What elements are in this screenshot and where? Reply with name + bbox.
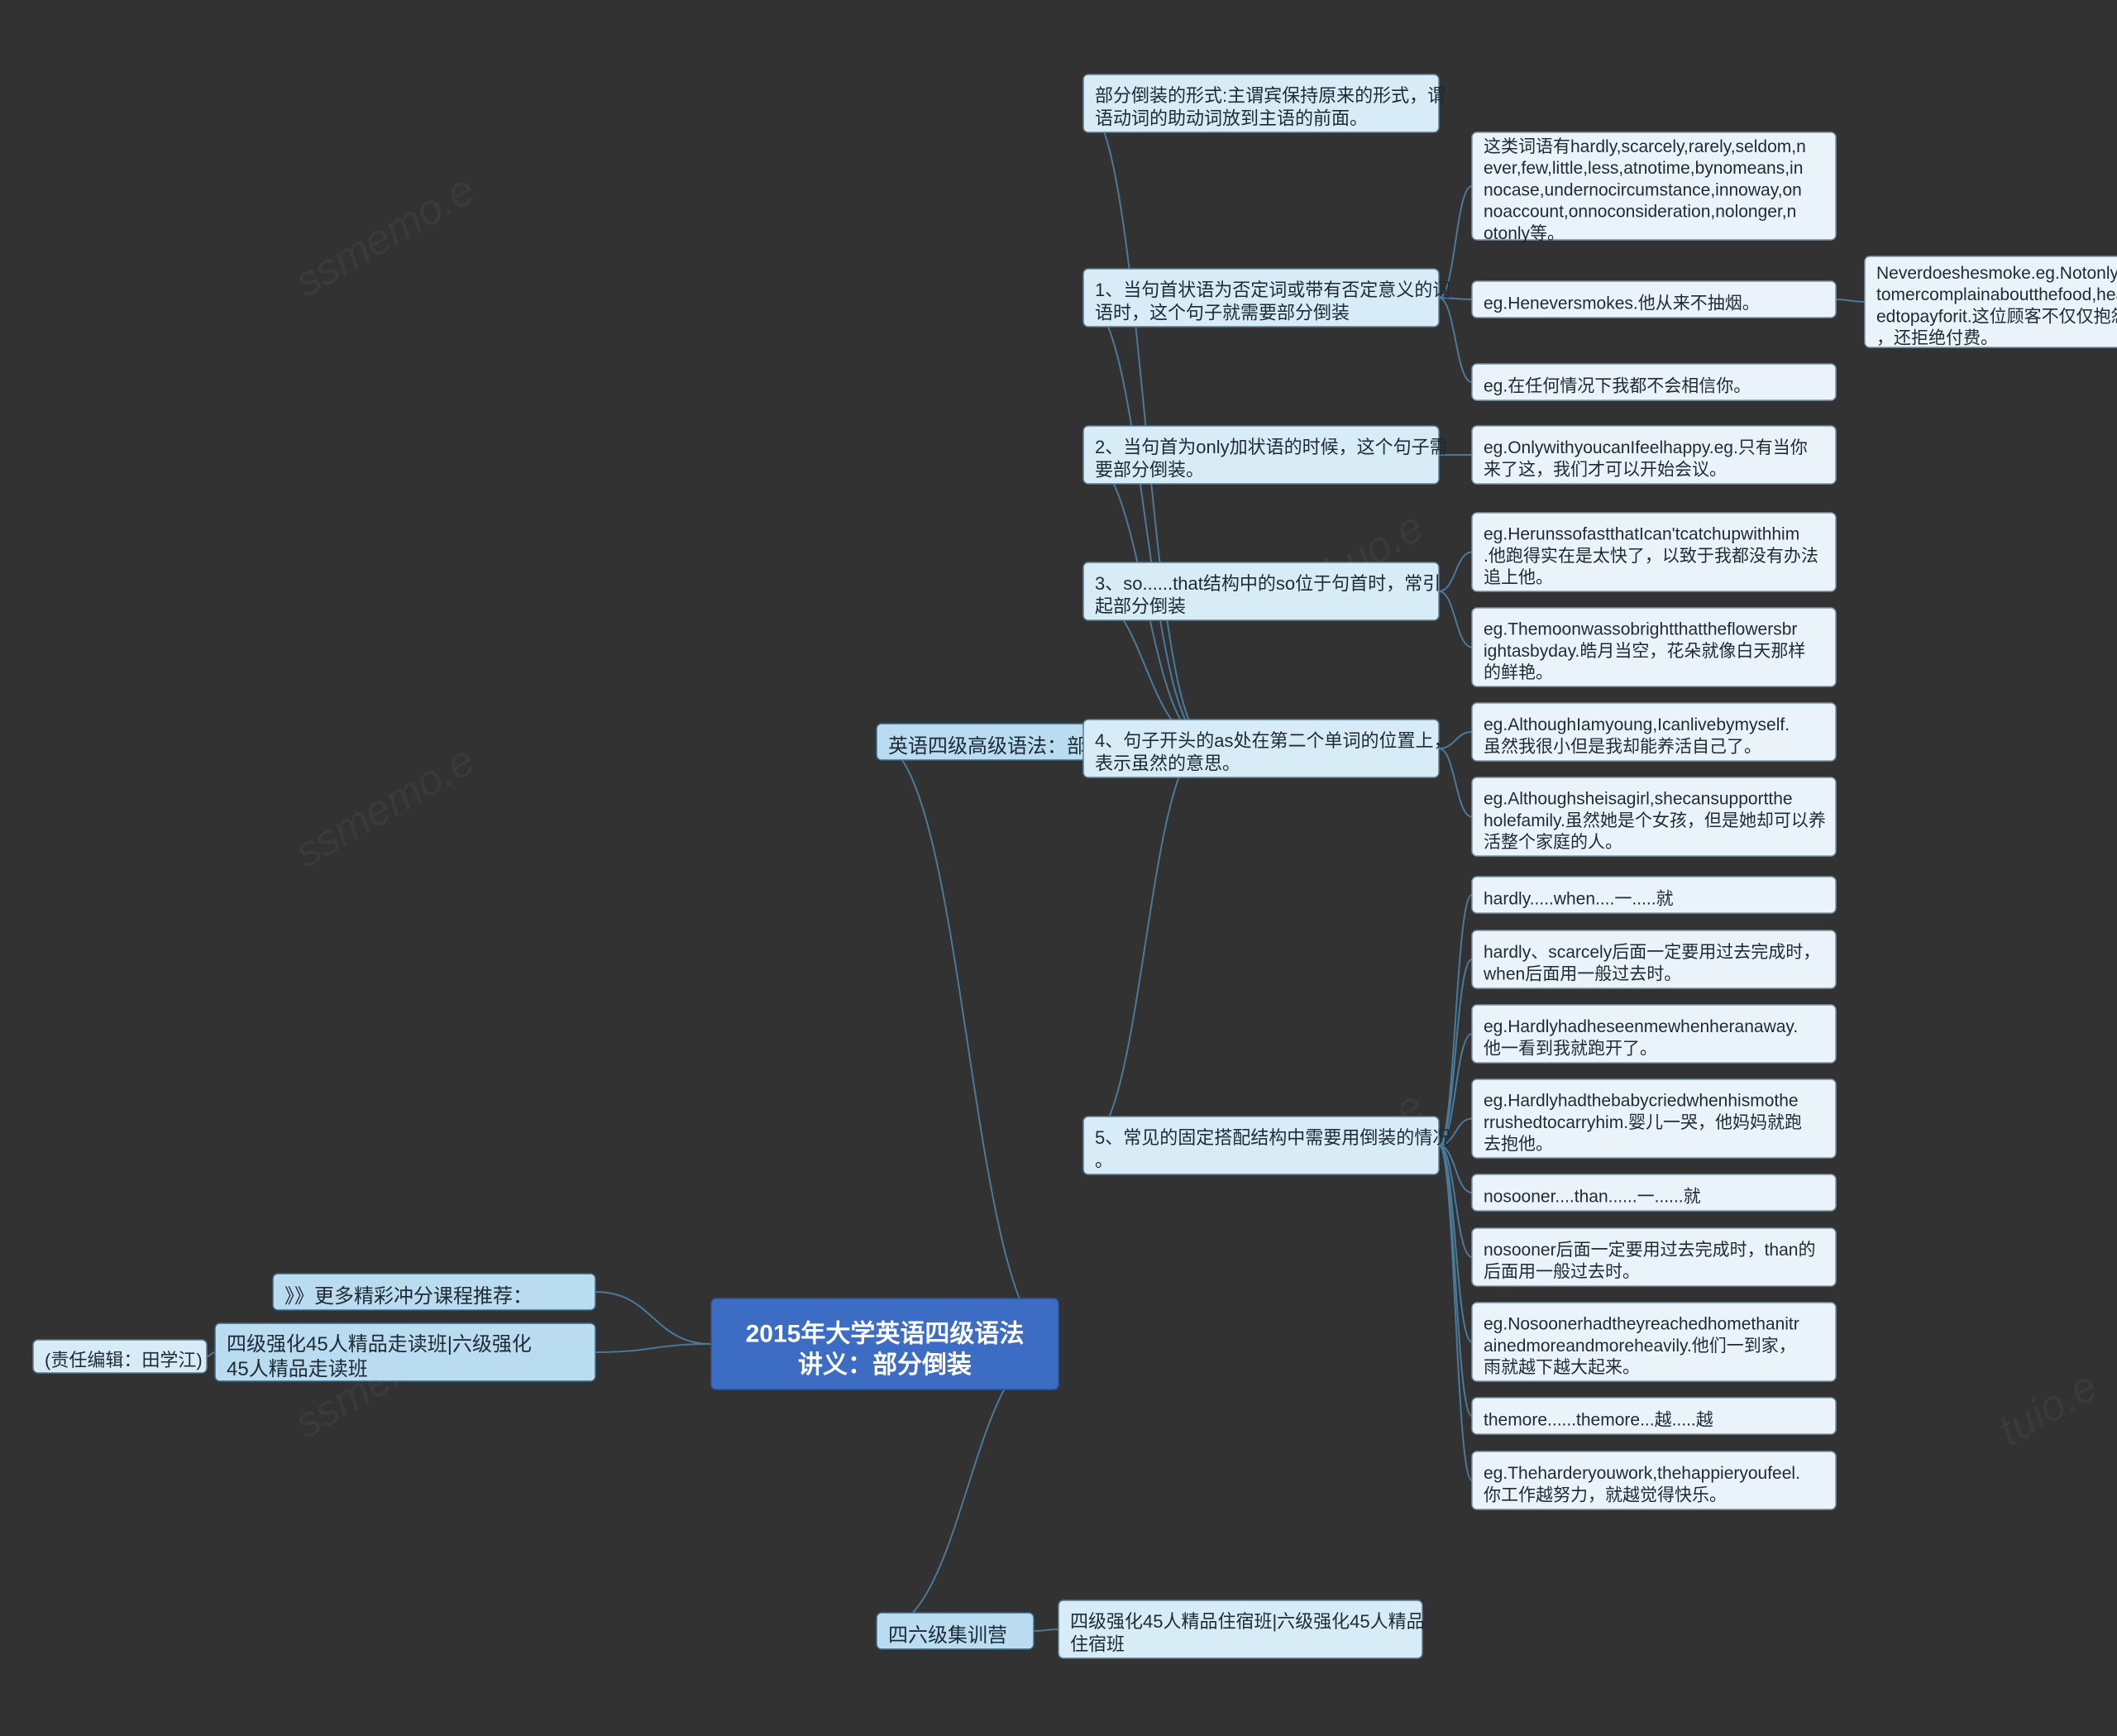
node-text: eg.AlthoughIamyoung,Icanlivebymyself. [1484, 715, 1790, 734]
mindmap-node[interactable]: 1、当句首状语为否定词或带有否定意义的词语时，这个句子就需要部分倒装 [1083, 269, 1450, 327]
node-text: nocase,undernocircumstance,innoway,on [1484, 180, 1802, 199]
node-text: themore......themore...越.....越 [1484, 1410, 1713, 1429]
mindmap-node[interactable]: 5、常见的固定搭配结构中需要用倒装的情况。 [1083, 1117, 1450, 1174]
node-text: 。 [1095, 1150, 1113, 1171]
node-text: 来了这，我们才可以开始会议。 [1484, 460, 1727, 479]
node-text: 语动词的助动词放到主语的前面。 [1095, 108, 1368, 129]
node-text: eg.OnlywithyoucanIfeelhappy.eg.只有当你 [1484, 438, 1808, 457]
node-text: 你工作越努力，就越觉得快乐。 [1484, 1485, 1727, 1504]
mindmap-node[interactable]: eg.HerunssofastthatIcan'tcatchupwithhim.… [1472, 513, 1836, 591]
mindmap-node[interactable]: eg.Hardlyhadheseenmewhenheranaway. 他一看到我就… [1472, 1005, 1836, 1063]
node-text: 5、常见的固定搭配结构中需要用倒装的情况 [1095, 1127, 1450, 1148]
mindmap-node[interactable]: 四级强化45人精品住宿班|六级强化45人精品住宿班 [1058, 1600, 1425, 1658]
node-text: 去抱他。 [1484, 1135, 1553, 1154]
mindmap-node[interactable]: nosooner....than......一......就 [1472, 1174, 1836, 1211]
mindmap-node[interactable]: eg.在任何情况下我都不会相信你。 [1472, 364, 1836, 400]
mindmap-node[interactable]: eg.Hardlyhadthebabycriedwhenhismothe rrus… [1472, 1079, 1836, 1158]
node-text: 雨就越下越大起来。 [1484, 1358, 1640, 1377]
node-text: ，还拒绝付费。 [1876, 329, 1998, 348]
node-text: 四级强化45人精品住宿班|六级强化45人精品 [1070, 1611, 1425, 1632]
mindmap-node[interactable]: hardly.....when....一.....就 [1472, 877, 1836, 913]
mindmap-node[interactable]: nosooner后面一定要用过去完成时，than的后面用一般过去时。 [1472, 1228, 1836, 1286]
mindmap-node[interactable]: 四级强化45人精品走读班|六级强化45人精品走读班 [215, 1323, 595, 1381]
node-text: Neverdoeshesmoke.eg.Notonlydidthecus [1876, 264, 2117, 283]
node-text: tomercomplainaboutthefood,healsorefus [1876, 285, 2117, 304]
node-text: eg.Themoonwassobrightthattheflowersbr [1484, 620, 1797, 639]
node-text: ever,few,little,less,atnotime,bynomeans,… [1484, 159, 1803, 178]
node-text: eg.在任何情况下我都不会相信你。 [1484, 376, 1751, 395]
node-text: 这类词语有hardly,scarcely,rarely,seldom,n [1484, 137, 1806, 156]
node-text: otonly等。 [1484, 224, 1565, 243]
node-text: eg.Theharderyouwork,thehappieryoufeel. [1484, 1464, 1800, 1483]
node-text: (责任编辑：田学江) [45, 1350, 203, 1370]
node-text: nosooner后面一定要用过去完成时，than的 [1484, 1241, 1815, 1260]
node-text: 要部分倒装。 [1095, 460, 1204, 481]
mindmap-node[interactable]: 2、当句首为only加状语的时候，这个句子需要部分倒装。 [1083, 426, 1448, 484]
node-text: 》》更多精彩冲分课程推荐： [284, 1285, 533, 1308]
node-text: holefamily.虽然她是个女孩，但是她却可以养 [1484, 811, 1826, 830]
mindmap-node[interactable]: (责任编辑：田学江) [33, 1340, 207, 1373]
node-text: 3、so......that结构中的so位于句首时，常引 [1095, 573, 1441, 594]
node-text: 活整个家庭的人。 [1484, 833, 1622, 852]
mindmap-node[interactable]: 4、句子开头的as处在第二个单词的位置上，表示虽然的意思。 [1083, 720, 1451, 777]
mindmap-node[interactable]: 这类词语有hardly,scarcely,rarely,seldom,n ever… [1472, 132, 1836, 243]
node-text: noaccount,onnoconsideration,nolonger,n [1484, 203, 1796, 222]
node-text: hardly、scarcely后面一定要用过去完成时， [1484, 943, 1820, 962]
node-text: 2、当句首为only加状语的时候，这个句子需 [1095, 437, 1448, 457]
mindmap-node[interactable]: 2015年大学英语四级语法讲义：部分倒装 [711, 1298, 1058, 1389]
node-text: 部分倒装的形式:主谓宾保持原来的形式，谓 [1095, 85, 1446, 106]
node-text: 的鲜艳。 [1484, 663, 1553, 682]
mindmap-node[interactable]: eg.Theharderyouwork,thehappieryoufeel. 你工… [1472, 1451, 1836, 1509]
node-text: 四六级集训营 [888, 1624, 1007, 1647]
node-text: .他跑得实在是太快了，以致于我都没有办法 [1484, 547, 1818, 566]
node-text: 2015年大学英语四级语法 [746, 1319, 1025, 1347]
node-text: 表示虽然的意思。 [1095, 753, 1240, 774]
node-text: 1、当句首状语为否定词或带有否定意义的词 [1095, 280, 1450, 300]
node-text: when后面用一般过去时。 [1483, 964, 1681, 983]
mindmap-node[interactable]: 》》更多精彩冲分课程推荐： [273, 1274, 595, 1310]
mindmap-node[interactable]: eg.OnlywithyoucanIfeelhappy.eg.只有当你来了这，我… [1472, 426, 1836, 484]
node-text: eg.Hardlyhadheseenmewhenheranaway. [1484, 1017, 1798, 1036]
node-text: eg.HerunssofastthatIcan'tcatchupwithhim [1484, 525, 1799, 544]
node-text: 四级强化45人精品走读班|六级强化 [227, 1333, 532, 1356]
mindmap-node[interactable]: eg.Nosoonerhadtheyreachedhomethanitr aine… [1472, 1303, 1836, 1381]
mindmap-node[interactable]: eg.Themoonwassobrightthattheflowersbr igh… [1472, 608, 1836, 686]
node-text: edtopayforit.这位顾客不仅仅抱怨食物不好 [1876, 307, 2117, 326]
node-text: ightasbyday.皓月当空，花朵就像白天那样 [1484, 642, 1805, 661]
mindmap-canvas[interactable]: ssmemo.essmemo.essmemo.ethuo.ethuo.etuio… [0, 0, 2117, 1736]
node-text: 4、句子开头的as处在第二个单词的位置上， [1095, 730, 1451, 751]
mindmap-node[interactable]: 四六级集训营 [877, 1613, 1034, 1649]
node-text: 他一看到我就跑开了。 [1484, 1039, 1657, 1058]
mindmap-node[interactable]: 3、so......that结构中的so位于句首时，常引起部分倒装 [1083, 562, 1441, 620]
node-text: 45人精品走读班 [227, 1358, 368, 1380]
mindmap-node[interactable]: hardly、scarcely后面一定要用过去完成时， when后面用一般过去时。 [1472, 930, 1836, 988]
node-text: hardly.....when....一.....就 [1484, 889, 1674, 908]
node-text: eg.Hardlyhadthebabycriedwhenhismothe [1484, 1092, 1799, 1111]
node-text: eg.Althoughsheisagirl,shecansupportthe [1484, 790, 1793, 809]
node-text: 讲义：部分倒装 [798, 1351, 972, 1379]
node-text: 虽然我很小但是我却能养活自己了。 [1484, 737, 1761, 756]
node-text: rrushedtocarryhim.婴儿一哭，他妈妈就跑 [1484, 1113, 1802, 1132]
mindmap-node[interactable]: eg.Heneversmokes.他从来不抽烟。 [1472, 281, 1836, 318]
node-text: 起部分倒装 [1095, 596, 1186, 617]
node-text: ainedmoreandmoreheavily.他们一到家， [1484, 1337, 1796, 1356]
node-text: eg.Heneversmokes.他从来不抽烟。 [1484, 294, 1760, 313]
node-text: 语时，这个句子就需要部分倒装 [1095, 303, 1350, 323]
mindmap-node[interactable]: Neverdoeshesmoke.eg.Notonlydidthecus tome… [1865, 256, 2117, 348]
mindmap-node[interactable]: eg.AlthoughIamyoung,Icanlivebymyself. 虽然我… [1472, 703, 1836, 761]
node-text: 后面用一般过去时。 [1484, 1262, 1640, 1281]
node-text: 追上他。 [1484, 568, 1553, 587]
node-text: eg.Nosoonerhadtheyreachedhomethanitr [1484, 1315, 1799, 1334]
node-text: 住宿班 [1070, 1634, 1125, 1655]
mindmap-node[interactable]: eg.Althoughsheisagirl,shecansupportthe ho… [1472, 777, 1836, 856]
mindmap-node[interactable]: 部分倒装的形式:主谓宾保持原来的形式，谓语动词的助动词放到主语的前面。 [1083, 74, 1446, 132]
mindmap-node[interactable]: themore......themore...越.....越 [1472, 1398, 1836, 1434]
node-text: nosooner....than......一......就 [1484, 1187, 1701, 1206]
